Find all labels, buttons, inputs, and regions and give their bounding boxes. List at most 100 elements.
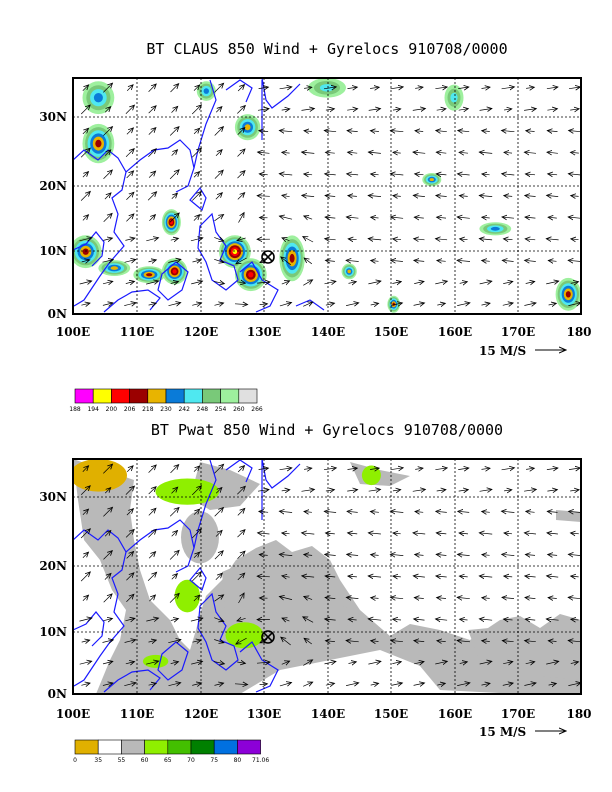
colorbar-swatch — [238, 388, 258, 404]
wind-vector — [191, 105, 201, 115]
wind-vector — [414, 281, 424, 283]
wind-vector — [479, 239, 493, 240]
wind-vector — [348, 576, 357, 577]
wind-vector — [547, 131, 558, 132]
wind-vector — [368, 195, 382, 196]
wind-vector — [504, 619, 513, 620]
wind-vector — [193, 595, 200, 602]
wind-vector — [368, 576, 382, 577]
wind-vector — [436, 152, 447, 153]
wind-vector — [392, 109, 401, 110]
wind-vector — [324, 131, 337, 132]
wind-vector — [347, 109, 357, 111]
colorbar-swatch — [237, 739, 261, 755]
wind-vector — [481, 303, 491, 305]
wind-vector — [546, 619, 559, 620]
wind-vector — [460, 619, 468, 620]
wind-vector — [569, 511, 581, 512]
wind-vector — [437, 217, 447, 218]
wind-vector — [436, 554, 447, 555]
wind-vector — [79, 281, 92, 284]
wind-vector — [257, 196, 270, 197]
wind-vector — [103, 507, 112, 517]
wind-vector — [126, 171, 134, 179]
wind-vector — [236, 637, 247, 644]
wind-vector — [525, 239, 536, 240]
wind-vector — [348, 619, 357, 620]
wind-vector — [502, 683, 513, 685]
wind-vector — [259, 131, 269, 132]
colorbar-label: 254 — [215, 406, 227, 413]
wind-vector — [371, 261, 379, 262]
wind-vector — [192, 303, 201, 305]
wind-vector — [81, 260, 90, 262]
wind-vector — [103, 170, 113, 180]
colorbar: 0 35 55 60 65 70 75 80 71.06 — [73, 739, 269, 764]
wind-vector — [215, 488, 222, 494]
wind-vector — [348, 662, 357, 664]
colorbar-label: 70 — [187, 757, 195, 764]
wind-vector — [279, 468, 292, 470]
wind-vector — [414, 641, 425, 642]
wind-vector — [171, 531, 178, 537]
wind-vector — [548, 217, 557, 218]
wind-vector — [104, 573, 111, 580]
wind-vector — [82, 595, 89, 602]
wind-vector — [368, 152, 381, 153]
wind-vector — [237, 551, 246, 559]
shaded-cell — [244, 124, 251, 131]
colorbar-label: 260 — [233, 406, 245, 413]
wind-vector — [458, 554, 470, 555]
wind-vector — [571, 152, 579, 153]
wind-vector — [437, 261, 446, 262]
wind-vector — [370, 303, 379, 305]
y-tick-label: 20N — [39, 559, 67, 573]
wind-vector — [437, 303, 445, 305]
wind-vector — [413, 303, 425, 305]
wind-vector — [393, 152, 401, 153]
wind-vector — [458, 131, 470, 132]
wind-vector — [570, 662, 579, 664]
colorbar-label: 218 — [142, 406, 154, 413]
wind-vector — [547, 109, 557, 111]
wind-vector — [368, 281, 381, 284]
wind-vector — [80, 148, 90, 158]
x-axis: 100E 110E 120E 130E 140E 150E 160E 170E … — [56, 707, 592, 721]
wind-vector — [168, 303, 181, 306]
wind-vector — [457, 683, 470, 686]
wind-vector — [147, 192, 157, 201]
wind-vector — [571, 533, 579, 534]
wind-vector — [502, 217, 515, 218]
wind-vector — [234, 684, 248, 685]
wind-vector — [303, 302, 313, 307]
wind-vector — [237, 149, 246, 157]
wind-vector — [170, 619, 179, 621]
wind-vector — [415, 174, 424, 175]
wind-vector — [368, 239, 382, 240]
colorbar-label: 206 — [124, 406, 136, 413]
wind-vector — [171, 574, 178, 580]
wind-vector — [125, 281, 135, 283]
wind-vector — [171, 193, 178, 200]
plot-area — [73, 459, 581, 694]
wind-vectors — [79, 464, 581, 686]
wind-vector — [282, 576, 290, 577]
wind-vector — [148, 128, 156, 135]
colorbar-swatch — [213, 739, 238, 755]
wind-vector — [482, 174, 490, 175]
wind-vector — [148, 640, 157, 642]
wind-vector — [504, 533, 513, 534]
wind-vector — [214, 683, 224, 685]
wind-vector — [215, 193, 223, 200]
wind-vector — [346, 303, 359, 306]
wind-vector — [460, 239, 468, 240]
x-tick-label: 180 — [566, 707, 591, 721]
wind-vector — [346, 260, 359, 261]
wind-vector — [393, 576, 401, 577]
shaded-field — [73, 459, 381, 668]
shaded-cell — [232, 249, 238, 255]
wind-vector — [259, 684, 268, 685]
wind-vector — [347, 87, 358, 89]
shaded-cell — [490, 226, 500, 231]
gyre-location-marker — [261, 630, 275, 644]
